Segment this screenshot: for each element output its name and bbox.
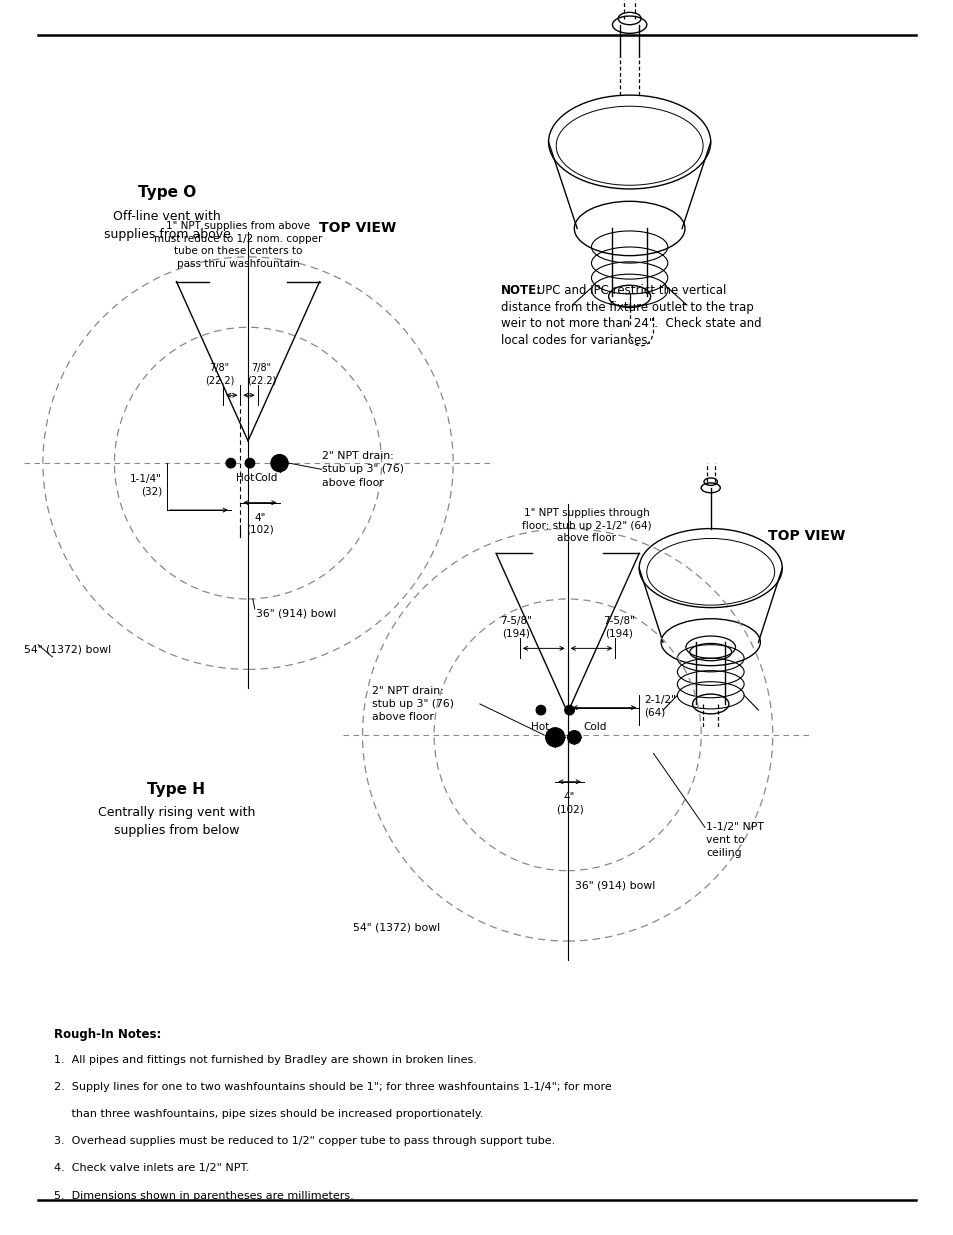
Text: 2.  Supply lines for one to two washfountains should be 1"; for three washfounta: 2. Supply lines for one to two washfount…	[54, 1082, 612, 1092]
Text: 7-5/8"
(194): 7-5/8" (194)	[499, 616, 532, 638]
Circle shape	[545, 727, 564, 747]
Circle shape	[271, 454, 288, 472]
Text: 1-1/2" NPT
vent to
ceiling: 1-1/2" NPT vent to ceiling	[705, 821, 763, 858]
Text: Cold: Cold	[582, 722, 606, 732]
Text: Cold: Cold	[254, 473, 278, 483]
Text: Hot: Hot	[235, 473, 253, 483]
Text: 5.  Dimensions shown in parentheses are millimeters.: 5. Dimensions shown in parentheses are m…	[54, 1191, 354, 1200]
Text: 36" (914) bowl: 36" (914) bowl	[575, 881, 655, 890]
Text: 4"
(102): 4" (102)	[555, 792, 583, 814]
Text: 54" (1372) bowl: 54" (1372) bowl	[353, 923, 439, 932]
Circle shape	[226, 458, 235, 468]
Text: than three washfountains, pipe sizes should be increased proportionately.: than three washfountains, pipe sizes sho…	[54, 1109, 483, 1119]
Text: Type O: Type O	[137, 185, 196, 200]
Text: 2-1/2"
(64): 2-1/2" (64)	[643, 695, 675, 718]
Text: 54" (1372) bowl: 54" (1372) bowl	[24, 645, 111, 655]
Text: 3.  Overhead supplies must be reduced to 1/2" copper tube to pass through suppor: 3. Overhead supplies must be reduced to …	[54, 1136, 555, 1146]
Circle shape	[536, 705, 545, 715]
Text: 1" NPT supplies from above
must reduce to 1/2 nom. copper
tube on these centers : 1" NPT supplies from above must reduce t…	[154, 221, 322, 269]
Text: 36" (914) bowl: 36" (914) bowl	[255, 609, 335, 619]
Text: 7/8"
(22.2): 7/8" (22.2)	[247, 363, 275, 385]
Text: TOP VIEW: TOP VIEW	[767, 530, 843, 543]
Text: Off-line vent with
supplies from above: Off-line vent with supplies from above	[104, 210, 230, 241]
Text: 2" NPT drain:
stub up 3" (76)
above floor: 2" NPT drain: stub up 3" (76) above floo…	[322, 451, 404, 488]
Text: Type H: Type H	[148, 782, 205, 797]
Text: 1.  All pipes and fittings not furnished by Bradley are shown in broken lines.: 1. All pipes and fittings not furnished …	[54, 1055, 477, 1065]
Text: 1-1/4"
(32): 1-1/4" (32)	[131, 474, 162, 496]
Text: 4"
(102): 4" (102)	[246, 513, 274, 535]
Text: UPC and IPC restrict the vertical: UPC and IPC restrict the vertical	[533, 284, 726, 298]
Circle shape	[564, 705, 574, 715]
Text: 7/8"
(22.2): 7/8" (22.2)	[205, 363, 233, 385]
Text: distance from the fixture outlet to the trap
weir to not more than 24".  Check s: distance from the fixture outlet to the …	[500, 284, 760, 347]
Text: TOP VIEW: TOP VIEW	[319, 221, 395, 235]
Circle shape	[245, 458, 254, 468]
Text: 1" NPT supplies through
floor: stub up 2-1/2" (64)
above floor: 1" NPT supplies through floor: stub up 2…	[521, 508, 651, 543]
Text: Rough-In Notes:: Rough-In Notes:	[54, 1028, 162, 1041]
Text: NOTE:: NOTE:	[500, 284, 541, 298]
Circle shape	[567, 731, 580, 743]
Text: 2" NPT drain:
stub up 3" (76)
above floor: 2" NPT drain: stub up 3" (76) above floo…	[372, 685, 454, 722]
Text: Centrally rising vent with
supplies from below: Centrally rising vent with supplies from…	[98, 806, 254, 837]
Text: Hot: Hot	[530, 722, 549, 732]
Text: 7-5/8"
(194): 7-5/8" (194)	[602, 616, 635, 638]
Text: 4.  Check valve inlets are 1/2" NPT.: 4. Check valve inlets are 1/2" NPT.	[54, 1163, 250, 1173]
